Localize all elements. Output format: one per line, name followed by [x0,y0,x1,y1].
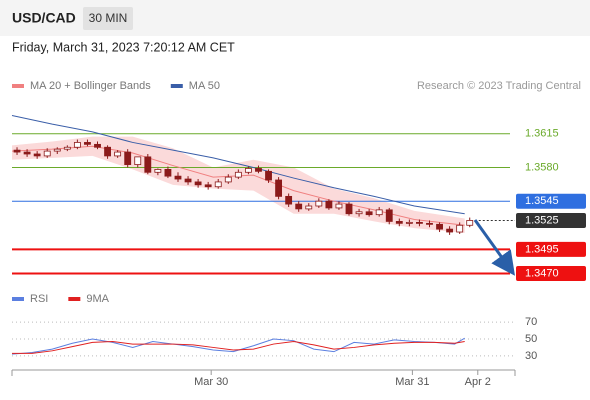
timeframe[interactable]: 30 MIN [89,11,128,25]
candle-body [214,181,222,188]
candle-body [234,171,242,178]
candle-body [375,209,383,216]
candle-body [144,156,152,173]
level-label: 1.3525 [525,214,559,226]
symbol: USD/CAD [12,10,76,26]
candle-body [53,148,61,152]
legend-label: MA 20 + Bollinger Bands [30,80,151,92]
candle-body [416,221,423,224]
candle-body [244,168,252,173]
level-label: 1.3545 [525,195,559,207]
date: Friday, March 31, 2023 7:20:12 AM CET [12,40,235,54]
level-box [516,193,586,209]
candle-body [385,209,393,222]
candle-body [285,195,293,205]
candle-body [164,169,172,177]
level-box [516,265,586,281]
candle-body [84,142,91,145]
legend-label: 9MA [86,293,109,305]
candle-body [305,205,313,210]
level-box [516,241,586,257]
legend-swatch [68,297,81,301]
candle-body [184,178,192,183]
candle-body [345,203,353,215]
candle-body [355,211,363,215]
candle-body [154,169,162,173]
level-box [516,212,586,228]
candle-body [335,203,343,209]
ma-line [11,114,465,215]
candle-body [104,146,111,157]
legend-label: RSI [30,293,48,305]
candle-body [194,181,202,186]
legend-swatch [170,84,183,88]
candle-body [466,220,474,226]
rsi-line [12,341,465,354]
x-tick-label: Apr 2 [465,376,491,388]
candle-body [114,151,122,157]
candle-body [446,228,454,233]
legend-label: MA 50 [189,80,220,92]
forecast-arrow [473,219,515,276]
level-label: 1.3470 [525,267,559,279]
candle-body [315,200,323,207]
legend-swatch [12,84,24,88]
attribution: Research © 2023 Trading Central [417,80,581,92]
candle-body [174,175,182,180]
candle-body [265,170,272,181]
candle-body [94,143,101,148]
candle-body [295,203,303,210]
level-label: 1.3580 [525,161,559,173]
candle-body [395,221,403,224]
candle-body [124,151,132,165]
candle-body [43,150,51,157]
y-tick-label: 70 [525,316,537,328]
x-tick-label: Mar 31 [395,376,429,388]
candle-body [365,211,373,216]
candle-body [73,142,81,148]
candle-body [23,151,31,155]
candle-body [255,168,262,172]
candle-body [224,176,232,183]
candle-body [63,146,71,150]
candle-body [275,179,283,197]
candle-body [134,156,142,165]
level-label: 1.3615 [525,128,559,140]
level-label: 1.3495 [525,243,559,255]
rsi-line [11,337,465,355]
candle-body [436,223,443,230]
candle-body [426,222,433,225]
bollinger-band [12,136,465,233]
candle-body [405,221,413,224]
candle-body [456,224,464,233]
candle-body [13,149,21,153]
y-tick-label: 30 [525,350,537,362]
x-tick-label: Mar 30 [194,376,228,388]
legend-swatch [12,297,24,301]
candle-body [33,153,41,157]
candle-body [325,200,333,209]
y-tick-label: 50 [525,333,537,345]
candle-body [204,184,212,188]
timeframe-badge[interactable] [83,7,133,30]
